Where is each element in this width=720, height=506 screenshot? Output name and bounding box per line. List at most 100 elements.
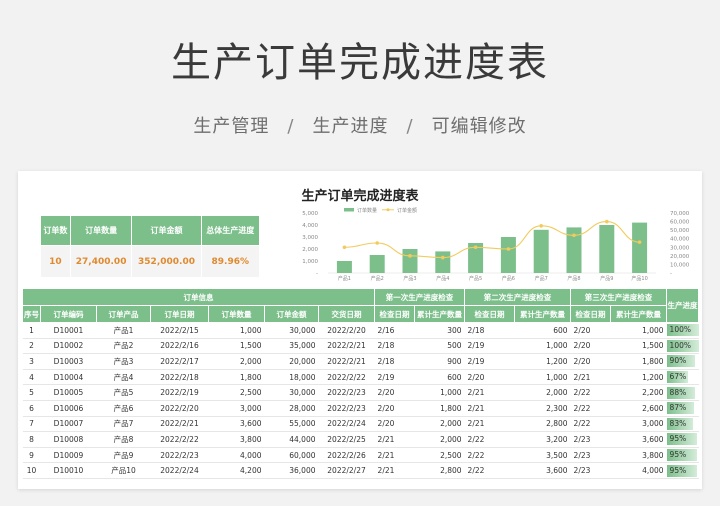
- check3-date-cell[interactable]: 2/21: [570, 369, 611, 386]
- check3-qty-cell[interactable]: 1,200: [610, 369, 667, 386]
- check1-qty-cell[interactable]: 2,800: [414, 462, 465, 479]
- check2-date-cell[interactable]: 2/22: [464, 431, 515, 448]
- row-number[interactable]: 8: [22, 431, 41, 448]
- delivery-date-cell[interactable]: 2022/2/20: [318, 322, 375, 339]
- check1-date-cell[interactable]: 2/21: [374, 447, 415, 464]
- order-date-cell[interactable]: 2022/2/22: [150, 431, 209, 448]
- table-row[interactable]: 9 D10009 产品9 2022/2/23 4,000 60,000 2022/2/26 2…: [22, 447, 699, 464]
- table-row[interactable]: 3 D10003 产品3 2022/2/17 2,000 20,000 2022/2/21 2…: [22, 353, 699, 370]
- order-qty-cell[interactable]: 3,000: [208, 400, 265, 417]
- order-amount-cell[interactable]: 44,000: [264, 431, 319, 448]
- row-number[interactable]: 1: [22, 322, 41, 339]
- check3-qty-cell[interactable]: 3,800: [610, 447, 667, 464]
- order-code-cell[interactable]: D10004: [40, 369, 97, 386]
- delivery-date-cell[interactable]: 2022/2/26: [318, 447, 375, 464]
- order-qty-cell[interactable]: 1,800: [208, 369, 265, 386]
- delivery-date-cell[interactable]: 2022/2/22: [318, 369, 375, 386]
- progress-cell[interactable]: 95%: [666, 431, 699, 448]
- product-cell[interactable]: 产品3: [96, 353, 151, 370]
- check1-qty-cell[interactable]: 300: [414, 322, 465, 339]
- order-qty-cell[interactable]: 4,000: [208, 447, 265, 464]
- order-qty-cell[interactable]: 4,200: [208, 462, 265, 479]
- row-number[interactable]: 4: [22, 369, 41, 386]
- check1-date-cell[interactable]: 2/19: [374, 369, 415, 386]
- order-code-cell[interactable]: D10007: [40, 416, 97, 433]
- check3-date-cell[interactable]: 2/20: [570, 353, 611, 370]
- check3-qty-cell[interactable]: 1,000: [610, 322, 667, 339]
- order-date-cell[interactable]: 2022/2/17: [150, 353, 209, 370]
- row-number[interactable]: 3: [22, 353, 41, 370]
- order-code-cell[interactable]: D10003: [40, 353, 97, 370]
- delivery-date-cell[interactable]: 2022/2/21: [318, 353, 375, 370]
- check2-qty-cell[interactable]: 3,500: [514, 447, 571, 464]
- delivery-date-cell[interactable]: 2022/2/27: [318, 462, 375, 479]
- check2-qty-cell[interactable]: 600: [514, 322, 571, 339]
- progress-cell[interactable]: 87%: [666, 400, 699, 417]
- check2-date-cell[interactable]: 2/22: [464, 462, 515, 479]
- check2-date-cell[interactable]: 2/19: [464, 338, 515, 355]
- delivery-date-cell[interactable]: 2022/2/24: [318, 416, 375, 433]
- order-date-cell[interactable]: 2022/2/16: [150, 338, 209, 355]
- check2-date-cell[interactable]: 2/19: [464, 353, 515, 370]
- order-date-cell[interactable]: 2022/2/20: [150, 400, 209, 417]
- check2-qty-cell[interactable]: 3,600: [514, 462, 571, 479]
- check3-date-cell[interactable]: 2/22: [570, 384, 611, 401]
- check2-date-cell[interactable]: 2/20: [464, 369, 515, 386]
- check3-date-cell[interactable]: 2/20: [570, 322, 611, 339]
- check1-qty-cell[interactable]: 1,800: [414, 400, 465, 417]
- summary-value-progress[interactable]: 89.96%: [200, 245, 261, 278]
- progress-cell[interactable]: 100%: [666, 338, 699, 355]
- check1-date-cell[interactable]: 2/16: [374, 322, 415, 339]
- row-number[interactable]: 6: [22, 400, 41, 417]
- order-amount-cell[interactable]: 30,000: [264, 384, 319, 401]
- check2-qty-cell[interactable]: 1,000: [514, 369, 571, 386]
- check3-qty-cell[interactable]: 2,600: [610, 400, 667, 417]
- row-number[interactable]: 5: [22, 384, 41, 401]
- check3-date-cell[interactable]: 2/23: [570, 447, 611, 464]
- check2-date-cell[interactable]: 2/21: [464, 416, 515, 433]
- check1-qty-cell[interactable]: 500: [414, 338, 465, 355]
- order-amount-cell[interactable]: 60,000: [264, 447, 319, 464]
- order-code-cell[interactable]: D10002: [40, 338, 97, 355]
- check2-date-cell[interactable]: 2/18: [464, 322, 515, 339]
- delivery-date-cell[interactable]: 2022/2/25: [318, 431, 375, 448]
- progress-cell[interactable]: 67%: [666, 369, 699, 386]
- row-number[interactable]: 7: [22, 416, 41, 433]
- check2-qty-cell[interactable]: 1,000: [514, 338, 571, 355]
- check2-qty-cell[interactable]: 2,800: [514, 416, 571, 433]
- order-qty-cell[interactable]: 2,500: [208, 384, 265, 401]
- check1-qty-cell[interactable]: 2,500: [414, 447, 465, 464]
- order-amount-cell[interactable]: 28,000: [264, 400, 319, 417]
- order-qty-cell[interactable]: 3,800: [208, 431, 265, 448]
- check2-date-cell[interactable]: 2/21: [464, 384, 515, 401]
- order-code-cell[interactable]: D10009: [40, 447, 97, 464]
- check1-date-cell[interactable]: 2/20: [374, 384, 415, 401]
- order-qty-cell[interactable]: 2,000: [208, 353, 265, 370]
- table-row[interactable]: 7 D10007 产品7 2022/2/21 3,600 55,000 2022/2/24 2…: [22, 416, 699, 433]
- check2-date-cell[interactable]: 2/22: [464, 447, 515, 464]
- product-cell[interactable]: 产品4: [96, 369, 151, 386]
- check3-date-cell[interactable]: 2/22: [570, 400, 611, 417]
- check2-qty-cell[interactable]: 1,200: [514, 353, 571, 370]
- check1-qty-cell[interactable]: 2,000: [414, 431, 465, 448]
- order-code-cell[interactable]: D10008: [40, 431, 97, 448]
- check3-qty-cell[interactable]: 4,000: [610, 462, 667, 479]
- table-row[interactable]: 1 D10001 产品1 2022/2/15 1,000 30,000 2022/2/20 2…: [22, 322, 699, 339]
- check3-qty-cell[interactable]: 2,200: [610, 384, 667, 401]
- progress-cell[interactable]: 83%: [666, 416, 699, 433]
- check1-date-cell[interactable]: 2/18: [374, 353, 415, 370]
- order-date-cell[interactable]: 2022/2/19: [150, 384, 209, 401]
- check3-qty-cell[interactable]: 1,800: [610, 353, 667, 370]
- summary-value-order-amount[interactable]: 352,000.00: [131, 245, 202, 278]
- check3-date-cell[interactable]: 2/20: [570, 338, 611, 355]
- check3-date-cell[interactable]: 2/23: [570, 462, 611, 479]
- order-amount-cell[interactable]: 35,000: [264, 338, 319, 355]
- progress-cell[interactable]: 95%: [666, 447, 699, 464]
- table-row[interactable]: 2 D10002 产品2 2022/2/16 1,500 35,000 2022/2/21 2…: [22, 338, 699, 355]
- table-row[interactable]: 5 D10005 产品5 2022/2/19 2,500 30,000 2022/2/23 2…: [22, 384, 699, 401]
- check1-qty-cell[interactable]: 1,000: [414, 384, 465, 401]
- check3-date-cell[interactable]: 2/22: [570, 416, 611, 433]
- check1-date-cell[interactable]: 2/21: [374, 462, 415, 479]
- summary-value-order-count[interactable]: 10: [40, 245, 71, 278]
- check1-qty-cell[interactable]: 2,000: [414, 416, 465, 433]
